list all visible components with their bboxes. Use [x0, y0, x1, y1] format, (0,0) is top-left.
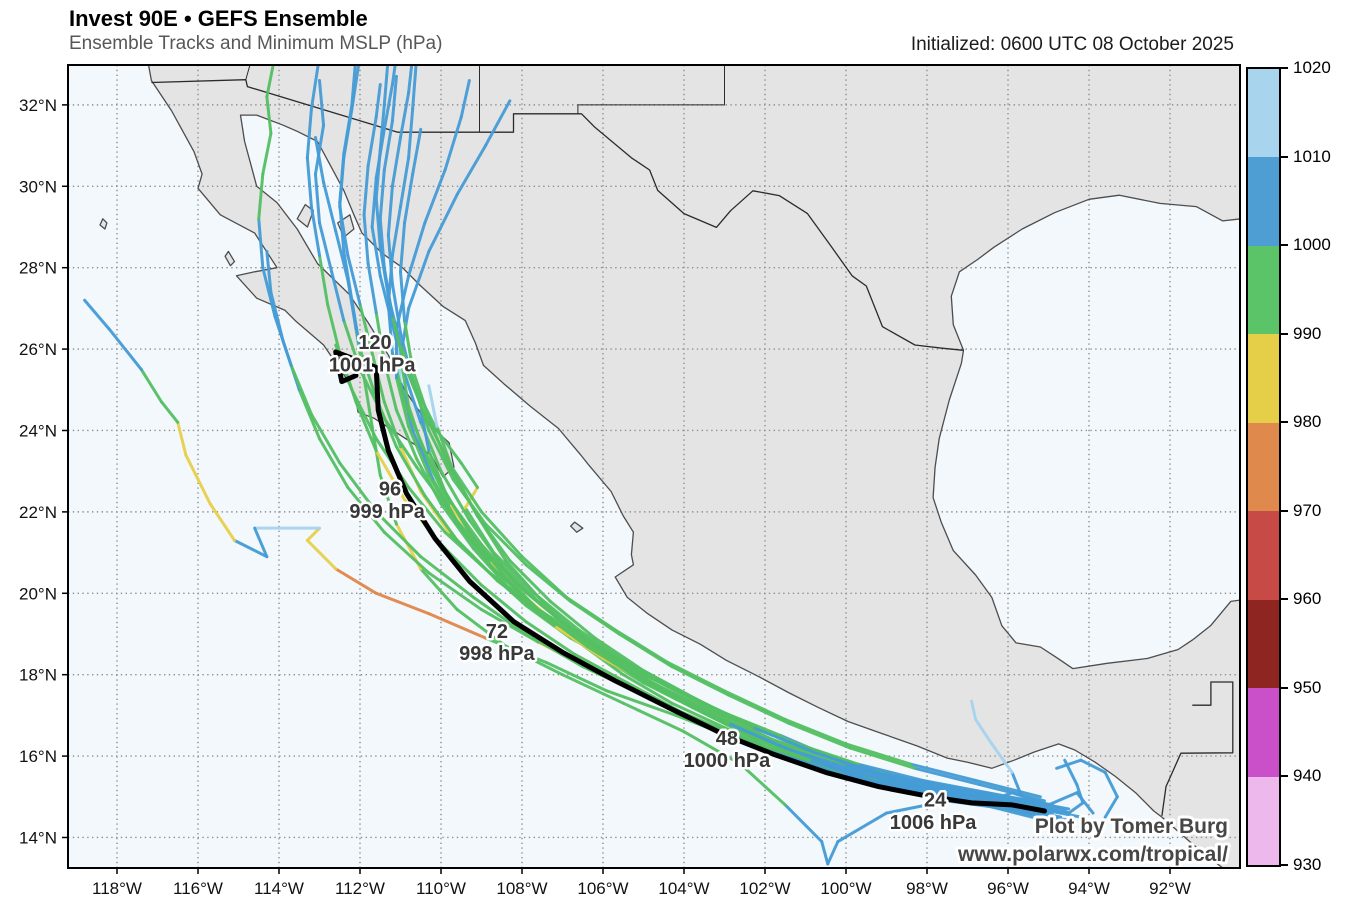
forecast-hour-label-120: 120 [358, 332, 391, 354]
page-subtitle: Ensemble Tracks and Minimum MSLP (hPa) [69, 33, 443, 54]
x-tick-label: 112°W [335, 879, 385, 898]
ensemble-member-track [1055, 758, 1119, 819]
colorbar-label-1010: 1010 [1293, 146, 1331, 166]
colorbar-segment-980-990 [1248, 334, 1279, 424]
colorbar-label-970: 970 [1293, 500, 1322, 520]
y-tick-label: 32°N [19, 96, 57, 115]
colorbar-segment-950-960 [1248, 599, 1279, 689]
axes: 118°W 116°W 114°W 112°W 110°W 108°W 106°W 104°W… [19, 96, 1191, 898]
y-tick-label: 20°N [19, 584, 57, 603]
mslp-colorbar [1246, 67, 1281, 867]
x-tick-label: 110°W [416, 879, 466, 898]
mslp-label-24: 1006 hPa [890, 812, 978, 834]
mslp-label-72: 998 hPa [459, 643, 535, 665]
x-tick-label: 98°W [906, 879, 948, 898]
y-tick-label: 26°N [19, 340, 57, 359]
colorbar-label-930: 930 [1293, 855, 1322, 874]
x-tick-label: 94°W [1068, 879, 1110, 898]
colorbar-segment-930-940 [1248, 776, 1279, 866]
colorbar-segment-990-1000 [1248, 245, 1279, 335]
x-tick-label: 114°W [254, 879, 304, 898]
colorbar-label-1020: 1020 [1293, 58, 1331, 77]
initialized-timestamp: Initialized: 0600 UTC 08 October 2025 [910, 34, 1234, 55]
x-tick-label: 96°W [987, 879, 1029, 898]
y-tick-label: 24°N [19, 421, 57, 440]
ensemble-tracks [83, 65, 1119, 866]
forecast-hour-label-72: 72 [486, 621, 508, 643]
colorbar-label-990: 990 [1293, 323, 1322, 343]
ensemble-member-track [427, 384, 1083, 819]
ensemble-member-track [378, 74, 1042, 799]
y-tick-label: 22°N [19, 503, 57, 522]
colorbar-label-940: 940 [1293, 766, 1322, 786]
x-tick-label: 108°W [496, 879, 547, 898]
forecast-hour-label-96: 96 [379, 478, 401, 500]
forecast-hour-label-24: 24 [924, 790, 947, 812]
x-tick-label: 104°W [658, 879, 709, 898]
x-tick-label: 92°W [1149, 879, 1191, 898]
credit-url: www.polarwx.com/tropical/ [957, 843, 1228, 866]
credit: Plot by Tomer Burg www.polarwx.com/tropic… [954, 812, 1231, 868]
colorbar-segment-940-950 [1248, 688, 1279, 778]
page-title: Invest 90E • GEFS Ensemble [69, 6, 368, 31]
x-tick-label: 118°W [92, 879, 142, 898]
map-frame [67, 64, 1241, 869]
y-tick-label: 28°N [19, 259, 57, 278]
x-tick-label: 100°W [820, 879, 871, 898]
credit-author: Plot by Tomer Burg [1035, 815, 1228, 838]
colorbar-label-980: 980 [1293, 412, 1322, 432]
colorbar-label-1000: 1000 [1293, 235, 1331, 255]
colorbar-segment-970-980 [1248, 422, 1279, 512]
mslp-label-96: 999 hPa [349, 501, 425, 523]
mean-track [333, 349, 1047, 814]
y-tick-label: 14°N [19, 828, 57, 847]
forecast-hour-label-48: 48 [716, 728, 738, 750]
x-tick-label: 102°W [739, 879, 790, 898]
y-tick-label: 18°N [19, 666, 57, 685]
colorbar-segment-1000-1010 [1248, 157, 1279, 247]
x-tick-label: 116°W [173, 879, 223, 898]
colorbar-segment-1010-1020 [1248, 69, 1279, 158]
colorbar-label-960: 960 [1293, 589, 1322, 609]
mslp-label-48: 1000 hPa [684, 750, 772, 772]
mslp-label-120: 1001 hPa [329, 355, 417, 377]
x-tick-label: 106°W [577, 879, 628, 898]
colorbar-label-950: 950 [1293, 677, 1322, 697]
state-borders [245, 65, 725, 133]
track-map-panel: 24 1006 hPa 48 1000 hPa 72 998 hPa 96 999 hPa 12… [19, 64, 1241, 898]
colorbar-segment-960-970 [1248, 511, 1279, 601]
y-tick-label: 30°N [19, 177, 57, 196]
y-tick-label: 16°N [19, 747, 57, 766]
ensemble-member-track [970, 699, 1022, 795]
